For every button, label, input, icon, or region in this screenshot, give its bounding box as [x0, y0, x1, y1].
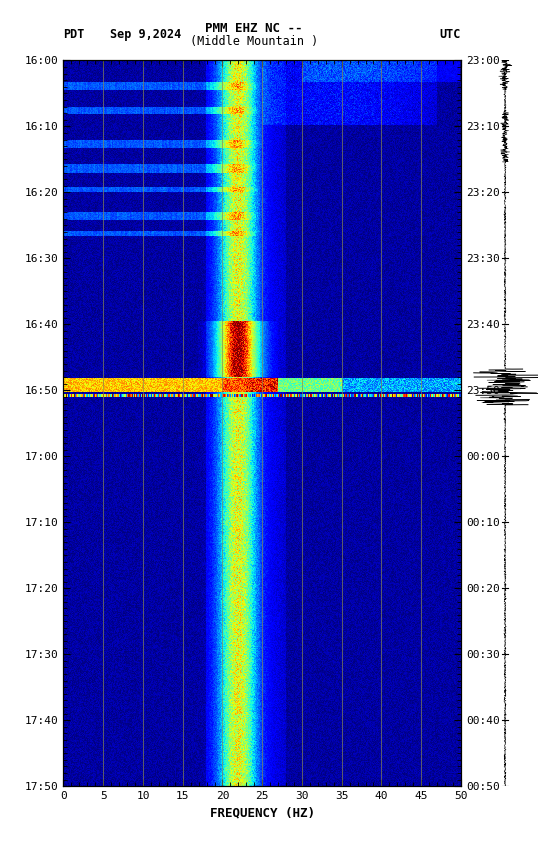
Text: Sep 9,2024: Sep 9,2024: [110, 28, 182, 41]
Text: PMM EHZ NC --: PMM EHZ NC --: [205, 22, 302, 35]
Text: PDT: PDT: [63, 28, 85, 41]
X-axis label: FREQUENCY (HZ): FREQUENCY (HZ): [210, 807, 315, 820]
Text: (Middle Mountain ): (Middle Mountain ): [190, 35, 318, 48]
Text: UTC: UTC: [439, 28, 461, 41]
